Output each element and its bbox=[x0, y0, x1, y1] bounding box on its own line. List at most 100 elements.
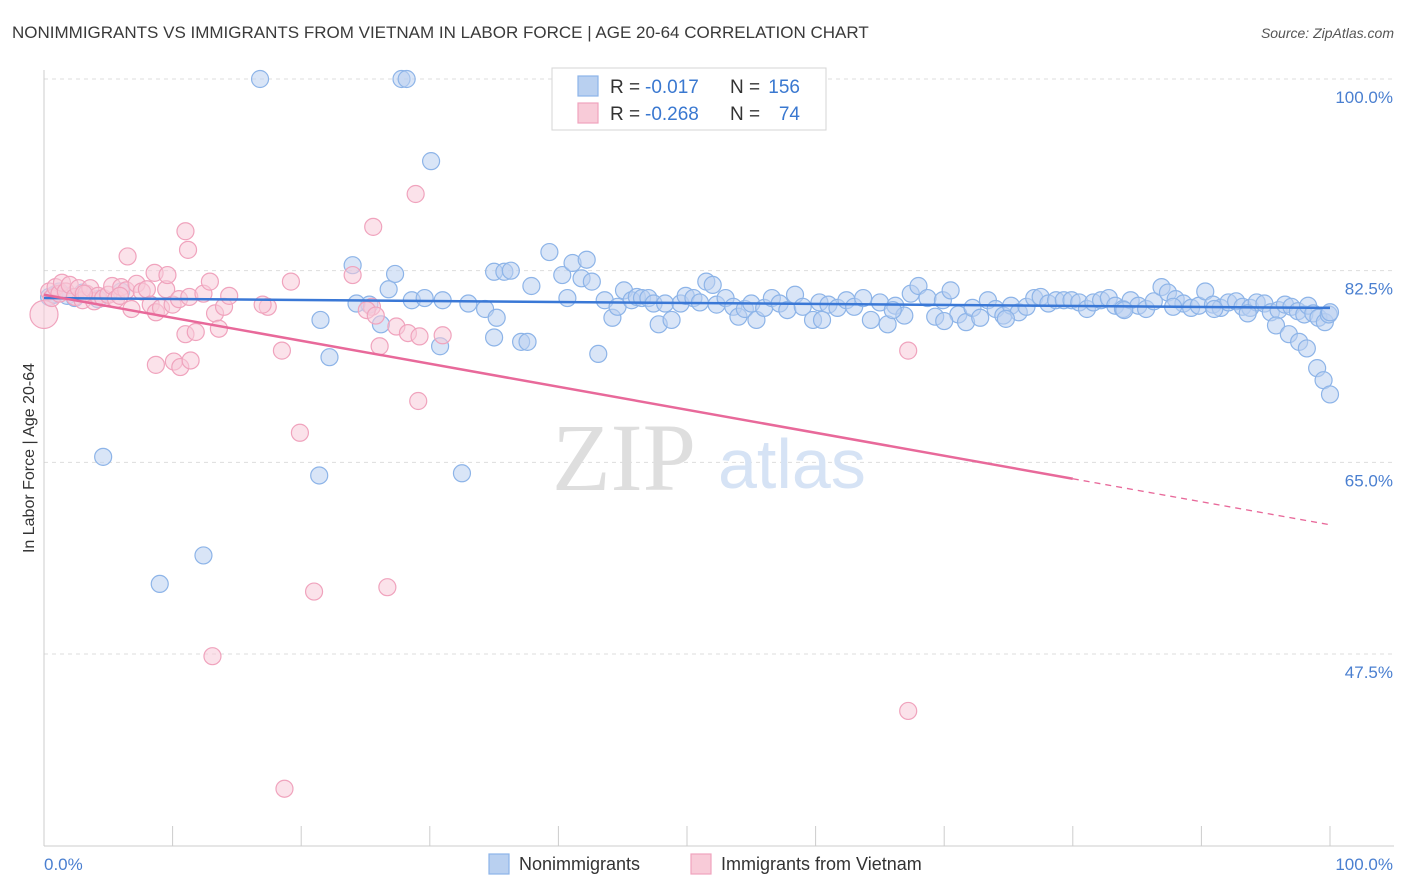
y-tick-labels: 100.0% 82.5% 65.0% 47.5% bbox=[1335, 88, 1393, 682]
point-nonimmigrants bbox=[1266, 316, 1286, 335]
point-immigrants-vietnam bbox=[281, 272, 301, 291]
point-immigrants-vietnam bbox=[146, 355, 165, 374]
trend-line-immigrants-vietnam-extension bbox=[1072, 478, 1331, 526]
grid bbox=[44, 78, 1394, 655]
point-nonimmigrants bbox=[485, 328, 504, 347]
chart-title: NONIMMIGRANTS VS IMMIGRANTS FROM VIETNAM… bbox=[12, 23, 869, 42]
point-nonimmigrants bbox=[1205, 299, 1224, 319]
point-nonimmigrants bbox=[1297, 339, 1316, 358]
point-nonimmigrants bbox=[518, 332, 537, 351]
point-immigrants-vietnam bbox=[366, 306, 385, 325]
point-immigrants-vietnam bbox=[343, 265, 362, 285]
legend-n-value: 156 bbox=[768, 77, 800, 98]
trend-line-immigrants-vietnam bbox=[43, 293, 1074, 480]
point-nonimmigrants bbox=[703, 275, 722, 295]
point-nonimmigrants bbox=[250, 69, 270, 89]
point-nonimmigrants bbox=[558, 288, 577, 308]
point-immigrants-vietnam bbox=[200, 272, 219, 291]
point-nonimmigrants bbox=[487, 308, 506, 327]
y-axis-label: In Labor Force | Age 20-64 bbox=[21, 363, 38, 553]
legend-r-value: -0.268 bbox=[645, 104, 699, 125]
y-tick-label: 100.0% bbox=[1335, 88, 1393, 107]
legend-n-label: N = bbox=[730, 104, 760, 125]
point-nonimmigrants bbox=[553, 265, 572, 285]
point-immigrants-vietnam bbox=[290, 423, 310, 442]
point-nonimmigrants bbox=[941, 281, 960, 300]
point-nonimmigrants bbox=[861, 310, 880, 330]
point-immigrants-vietnam bbox=[158, 265, 177, 285]
point-immigrants-vietnam bbox=[110, 286, 129, 305]
legend-r-label: R = bbox=[610, 104, 640, 125]
x-tick-marks bbox=[43, 826, 1331, 846]
point-immigrants-vietnam bbox=[137, 280, 156, 299]
point-nonimmigrants bbox=[501, 261, 520, 280]
point-immigrants-vietnam bbox=[406, 184, 425, 204]
legend-n-label: N = bbox=[730, 77, 760, 98]
x-tick-label-min: 0.0% bbox=[44, 855, 83, 874]
point-immigrants-vietnam bbox=[178, 240, 198, 259]
chart-source: Source: ZipAtlas.com bbox=[1261, 25, 1394, 41]
point-nonimmigrants bbox=[883, 300, 902, 320]
legend-box: R = -0.017 N = 156 R = -0.268 N = 74 bbox=[551, 67, 827, 131]
point-immigrants-vietnam bbox=[370, 337, 389, 356]
point-nonimmigrants bbox=[662, 310, 681, 330]
point-nonimmigrants bbox=[397, 69, 416, 89]
point-nonimmigrants bbox=[540, 242, 559, 262]
series-immigrants-vietnam bbox=[29, 184, 918, 798]
trend-line-nonimmigrants bbox=[43, 296, 1331, 310]
point-immigrants-vietnam bbox=[378, 578, 397, 597]
point-nonimmigrants bbox=[1238, 304, 1257, 323]
point-immigrants-vietnam bbox=[203, 647, 222, 666]
bottom-legend-label-immigrants-vietnam: Immigrants from Vietnam bbox=[721, 854, 922, 874]
point-nonimmigrants bbox=[415, 288, 434, 308]
point-nonimmigrants bbox=[935, 311, 954, 331]
point-immigrants-vietnam bbox=[176, 222, 195, 241]
point-nonimmigrants bbox=[1115, 300, 1134, 320]
point-immigrants-vietnam bbox=[899, 701, 918, 721]
legend-r-label: R = bbox=[610, 77, 640, 98]
legend-swatch-immigrants-vietnam bbox=[577, 102, 599, 124]
point-immigrants-vietnam bbox=[118, 247, 137, 266]
y-tick-label: 82.5% bbox=[1345, 280, 1393, 299]
point-nonimmigrants bbox=[1320, 385, 1340, 404]
point-nonimmigrants bbox=[379, 280, 398, 299]
point-nonimmigrants bbox=[589, 344, 608, 364]
point-immigrants-vietnam bbox=[304, 582, 324, 601]
watermark-zip: ZIP bbox=[552, 404, 696, 511]
point-immigrants-vietnam bbox=[899, 341, 918, 360]
point-nonimmigrants bbox=[311, 310, 330, 330]
x-tick-label-max: 100.0% bbox=[1335, 855, 1393, 874]
point-immigrants-vietnam bbox=[181, 351, 200, 370]
point-nonimmigrants bbox=[421, 152, 441, 171]
legend-r-value: -0.017 bbox=[645, 77, 699, 98]
point-immigrants-vietnam bbox=[433, 326, 452, 345]
bottom-legend-label-nonimmigrants: Nonimmigrants bbox=[519, 854, 640, 874]
point-nonimmigrants bbox=[459, 294, 478, 313]
point-nonimmigrants bbox=[452, 464, 472, 483]
point-nonimmigrants bbox=[971, 308, 990, 327]
point-nonimmigrants bbox=[194, 546, 213, 565]
bottom-legend-swatch-nonimmigrants bbox=[488, 853, 510, 875]
point-nonimmigrants bbox=[522, 276, 541, 296]
point-nonimmigrants bbox=[793, 297, 812, 316]
point-immigrants-vietnam bbox=[364, 217, 383, 236]
point-immigrants-vietnam bbox=[186, 322, 205, 342]
point-immigrants-vietnam bbox=[275, 779, 294, 798]
legend-swatch-nonimmigrants bbox=[577, 75, 599, 97]
y-tick-label: 47.5% bbox=[1345, 663, 1393, 682]
point-nonimmigrants bbox=[1320, 303, 1340, 322]
point-nonimmigrants bbox=[385, 264, 405, 284]
point-immigrants-vietnam bbox=[409, 391, 428, 411]
point-nonimmigrants bbox=[854, 288, 873, 308]
point-nonimmigrants bbox=[310, 466, 329, 485]
point-immigrants-vietnam bbox=[410, 327, 429, 346]
point-immigrants-vietnam bbox=[209, 319, 228, 338]
y-tick-label: 65.0% bbox=[1345, 471, 1393, 490]
point-immigrants-vietnam bbox=[272, 341, 292, 360]
point-nonimmigrants bbox=[94, 447, 113, 466]
legend-n-value: 74 bbox=[779, 104, 801, 125]
point-nonimmigrants bbox=[996, 309, 1016, 328]
point-nonimmigrants bbox=[577, 250, 596, 269]
bottom-legend: Nonimmigrants Immigrants from Vietnam bbox=[488, 853, 922, 875]
